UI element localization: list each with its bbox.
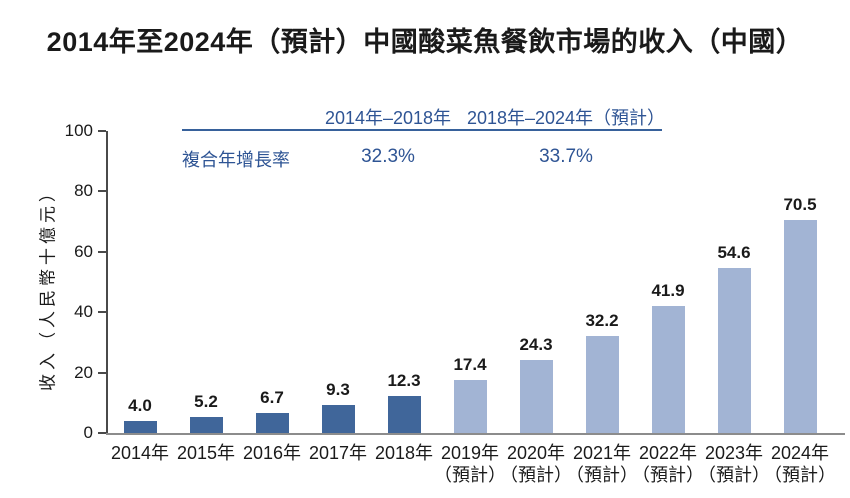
bar-value-label: 32.2 <box>585 311 619 330</box>
y-tick-label: 40 <box>74 302 93 322</box>
bar-value-label: 17.4 <box>453 355 487 374</box>
bar-value-label: 4.0 <box>128 396 152 415</box>
bar-2014年 <box>123 421 157 433</box>
y-axis-title: 收入（人民幣十億元） <box>38 181 58 391</box>
bar-value-label: 54.6 <box>717 243 751 262</box>
x-category-label: 2024年 <box>770 443 830 463</box>
bar-2024年 <box>783 220 817 433</box>
y-tick-mark <box>98 371 106 374</box>
bar-value-label: 70.5 <box>783 195 817 214</box>
x-category-label: 2021年 <box>572 443 632 463</box>
x-category-label: 2020年 <box>506 443 566 463</box>
cagr-value-historical: 32.3% <box>361 146 415 167</box>
y-axis-line <box>106 131 108 435</box>
x-category-label: 2023年 <box>704 443 764 463</box>
x-category-sublabel: （預計） <box>632 465 704 485</box>
bar-2018年 <box>387 396 421 433</box>
x-category-label: 2018年 <box>374 443 434 463</box>
cagr-divider-line <box>182 129 662 131</box>
x-category-sublabel: （預計） <box>764 465 836 485</box>
cagr-value-forecast: 33.7% <box>539 146 593 167</box>
bar-2019年 <box>453 380 487 433</box>
x-category-label: 2015年 <box>176 443 236 463</box>
y-tick-label: 100 <box>64 121 93 140</box>
x-category-label: 2017年 <box>308 443 368 463</box>
chart-title: 2014年至2024年（預計）中國酸菜魚餐飲市場的收入（中國） <box>46 27 804 57</box>
cagr-period-historical: 2014年–2018年 <box>324 108 452 128</box>
x-category-label: 2022年 <box>638 443 698 463</box>
x-category-sublabel: （預計） <box>698 465 770 485</box>
y-tick-label: 0 <box>83 423 93 442</box>
y-tick-label: 80 <box>74 181 93 201</box>
x-category-label: 2016年 <box>242 443 302 463</box>
bar-value-label: 6.7 <box>260 388 284 407</box>
bar-value-label: 9.3 <box>326 380 350 399</box>
y-tick-label: 60 <box>74 241 93 261</box>
x-category-label: 2014年 <box>110 443 170 463</box>
bar-2015年 <box>189 417 223 433</box>
bar-2016年 <box>255 413 289 433</box>
x-axis-line <box>106 433 845 435</box>
y-tick-label: 20 <box>74 362 93 382</box>
cagr-period-forecast: 2018年–2024年（預計） <box>466 108 666 128</box>
bar-2021年 <box>585 336 619 433</box>
y-tick-mark <box>98 432 106 434</box>
bar-value-label: 5.2 <box>194 392 218 411</box>
y-tick-mark <box>98 130 106 132</box>
bar-value-label: 24.3 <box>519 335 553 354</box>
bar-value-label: 12.3 <box>387 371 421 390</box>
cagr-row-label: 複合年增長率 <box>182 150 290 170</box>
bar-2020年 <box>519 360 553 433</box>
y-tick-mark <box>98 250 106 253</box>
x-category-sublabel: （預計） <box>434 465 506 485</box>
x-category-label: 2019年 <box>440 443 500 463</box>
bar-2022年 <box>651 306 685 433</box>
y-tick-mark <box>98 311 106 314</box>
x-category-sublabel: （預計） <box>566 465 638 485</box>
bar-2017年 <box>321 405 355 433</box>
y-tick-mark <box>98 190 106 193</box>
x-category-sublabel: （預計） <box>500 465 572 485</box>
bar-2023年 <box>717 268 751 433</box>
bar-value-label: 41.9 <box>651 281 685 300</box>
